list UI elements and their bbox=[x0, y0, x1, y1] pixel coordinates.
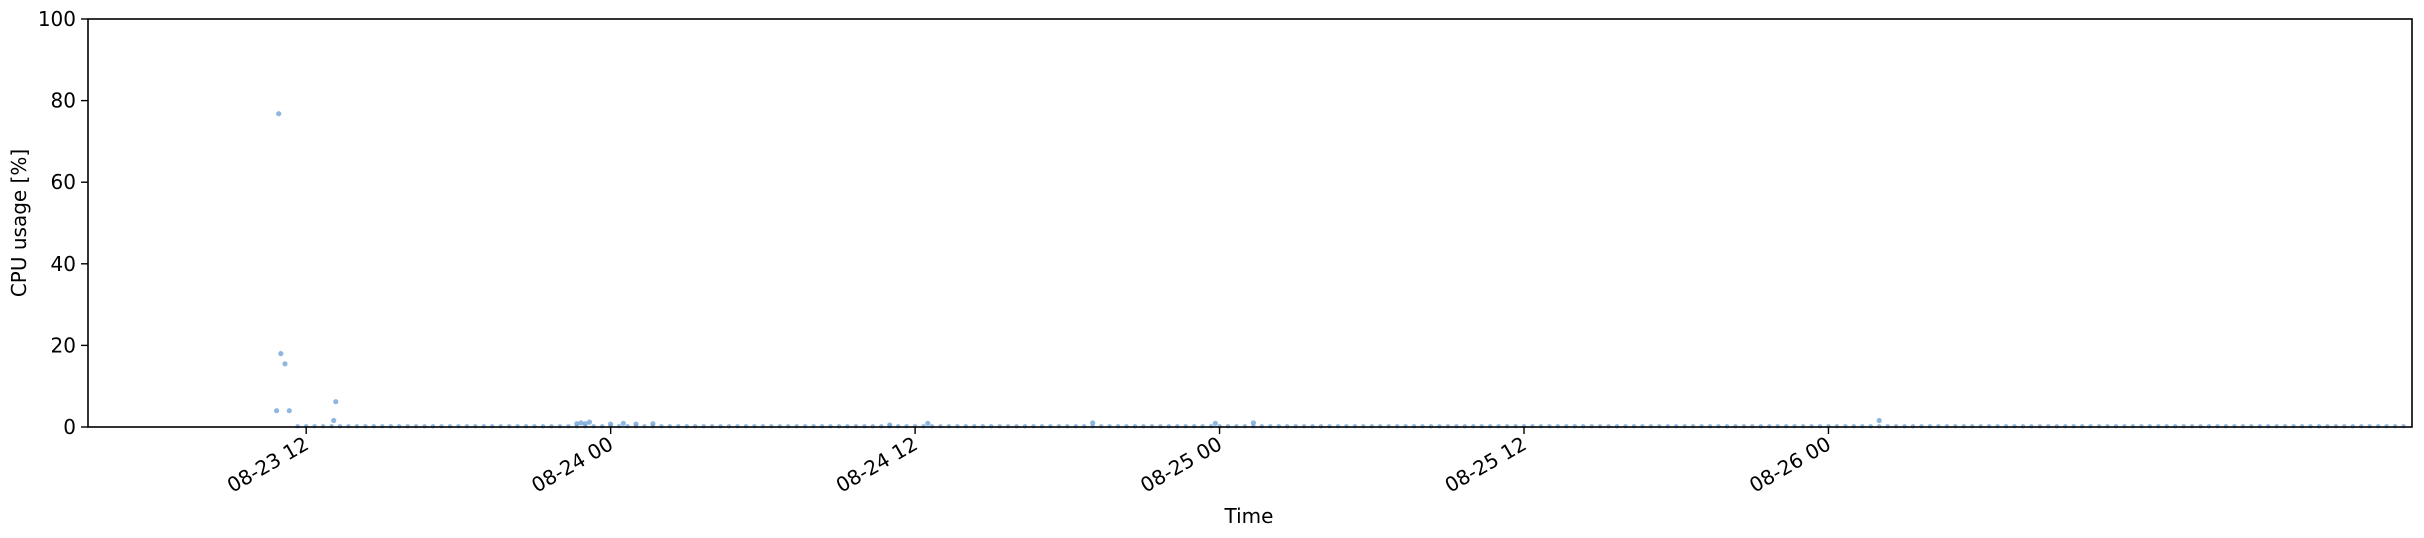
data-point bbox=[286, 408, 292, 414]
y-axis: 0 20 40 60 80 100 bbox=[38, 7, 88, 439]
y-tick-label: 0 bbox=[63, 415, 76, 439]
data-point bbox=[331, 417, 337, 424]
data-point bbox=[276, 111, 282, 117]
data-point bbox=[925, 420, 931, 426]
data-point bbox=[608, 421, 614, 427]
plot-frame bbox=[87, 18, 2413, 428]
x-axis-title: Time bbox=[1224, 504, 1274, 528]
data-point bbox=[278, 351, 284, 357]
data-point bbox=[1090, 420, 1096, 426]
data-point bbox=[578, 420, 584, 426]
data-point bbox=[333, 399, 339, 405]
y-tick-label: 100 bbox=[38, 7, 76, 31]
data-point bbox=[620, 420, 626, 426]
data-point bbox=[574, 421, 580, 427]
data-point bbox=[582, 421, 588, 427]
data-point bbox=[1250, 420, 1256, 426]
data-point bbox=[1876, 417, 1882, 424]
data-point bbox=[1212, 420, 1218, 426]
data-point bbox=[633, 421, 639, 427]
data-point bbox=[282, 361, 288, 367]
data-point bbox=[650, 421, 656, 427]
y-tick-label: 20 bbox=[51, 333, 76, 357]
y-tick-label: 40 bbox=[51, 252, 76, 276]
data-point bbox=[586, 419, 593, 425]
y-tick-label: 60 bbox=[51, 170, 76, 194]
y-axis-title: CPU usage [%] bbox=[7, 149, 31, 297]
data-point bbox=[274, 408, 280, 414]
y-tick-label: 80 bbox=[51, 89, 76, 113]
